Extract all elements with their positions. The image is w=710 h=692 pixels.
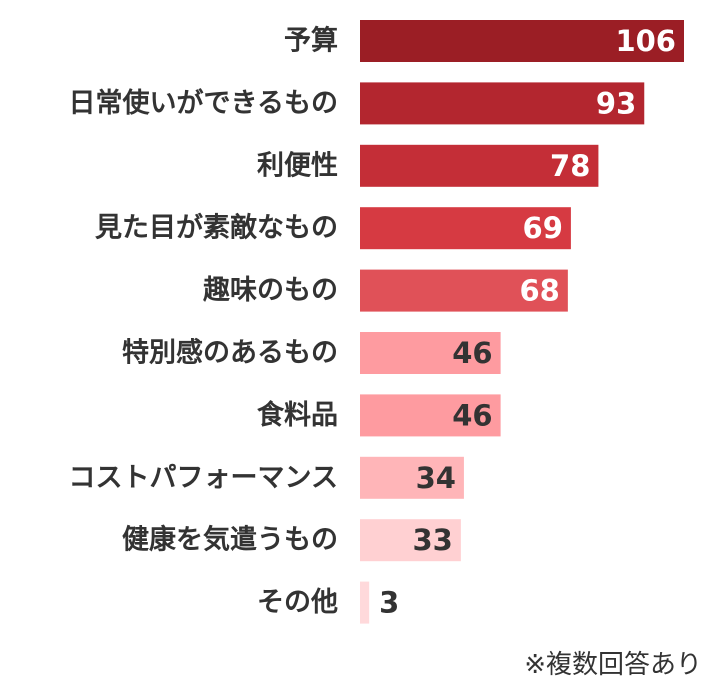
- bar: [360, 456, 464, 499]
- category-label: 利便性: [257, 150, 338, 181]
- category-label: 健康を気遣うもの: [122, 524, 338, 556]
- bar: [360, 144, 599, 187]
- data-label: 78: [550, 149, 590, 183]
- category-label: 日常使いができるもの: [69, 87, 338, 119]
- category-label: 趣味のもの: [202, 275, 338, 306]
- category-label: 予算: [284, 25, 338, 57]
- data-label: 68: [519, 274, 559, 308]
- category-label: その他: [257, 587, 338, 618]
- bar: [360, 581, 370, 624]
- category-label: コストパフォーマンス: [69, 462, 338, 493]
- bar: [360, 207, 571, 250]
- category-label: 特別感のあるもの: [122, 337, 338, 369]
- bar: [360, 394, 501, 437]
- bar: [360, 269, 568, 312]
- data-label: 93: [596, 86, 636, 120]
- data-label: 33: [413, 523, 453, 557]
- data-label: 46: [452, 398, 492, 432]
- data-label: 69: [523, 211, 563, 245]
- bar: [360, 519, 461, 562]
- data-label: 34: [416, 461, 456, 495]
- bar: [360, 332, 501, 374]
- data-label: 3: [379, 586, 399, 620]
- data-label: 46: [452, 336, 492, 370]
- bar: [360, 82, 645, 125]
- footnote-multiple-answers: ※複数回答あり: [524, 650, 702, 680]
- bar: [360, 20, 684, 62]
- category-label: 見た目が素敵なもの: [95, 212, 338, 244]
- data-label: 106: [615, 24, 676, 58]
- category-label: 食料品: [257, 399, 338, 431]
